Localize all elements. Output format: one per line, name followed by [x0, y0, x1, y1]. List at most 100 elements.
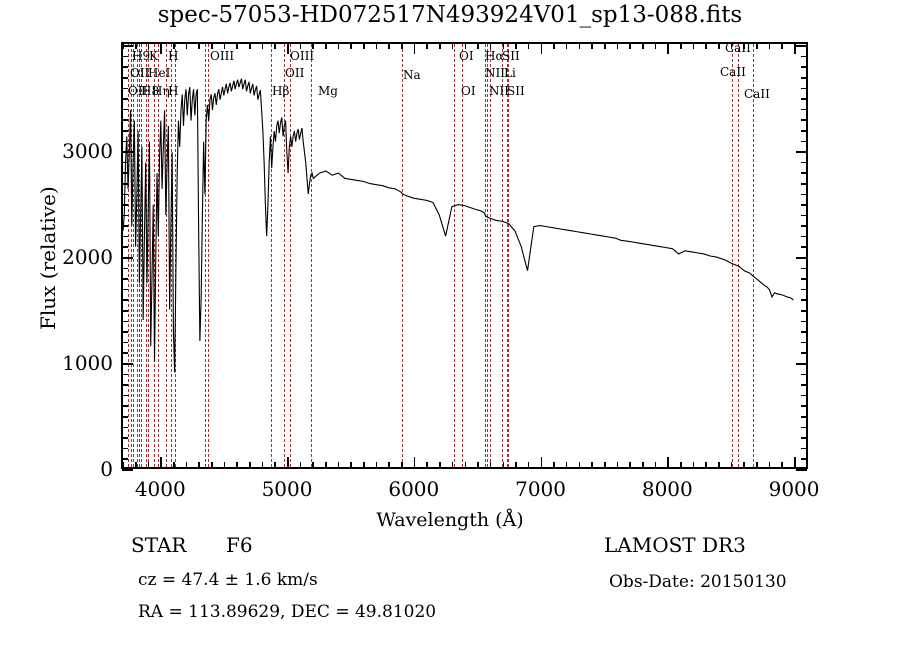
x-minor-tick: [299, 462, 302, 468]
y-major-tick: [122, 469, 133, 471]
x-minor-tick-top: [363, 43, 365, 49]
y-minor-tick-right: [801, 394, 807, 397]
spectral-line-label: OII: [285, 66, 305, 80]
x-minor-tick: [730, 462, 733, 468]
x-minor-tick-top: [629, 43, 631, 49]
x-minor-tick: [451, 462, 454, 468]
spectral-line-label: OIII: [210, 49, 235, 63]
x-minor-tick: [363, 462, 365, 468]
y-minor-tick: [122, 119, 128, 121]
y-minor-tick-right: [801, 341, 807, 344]
y-minor-tick-right: [801, 108, 807, 111]
spectral-line-label: Hα: [485, 49, 504, 63]
spectral-line-marker: [136, 44, 138, 467]
y-tick-label: 1000: [62, 351, 113, 376]
x-minor-tick: [198, 462, 200, 468]
y-minor-tick: [122, 214, 128, 217]
x-minor-tick: [325, 462, 327, 468]
x-minor-tick-top: [591, 43, 593, 49]
x-minor-tick-top: [565, 43, 568, 49]
y-tick-label: 3000: [62, 139, 113, 164]
x-tick-label: 5000: [261, 477, 313, 501]
x-minor-tick-top: [451, 43, 454, 49]
spectral-line-label: H8: [141, 84, 160, 98]
spectral-line-label: Hη: [152, 84, 170, 98]
y-minor-tick: [122, 341, 128, 344]
x-major-tick-top: [413, 43, 416, 54]
spectral-line-marker: [165, 44, 167, 467]
x-minor-tick: [641, 462, 644, 468]
x-minor-tick-top: [185, 43, 188, 49]
spectral-line-label: K: [149, 49, 158, 63]
spectral-line-marker: [732, 44, 734, 467]
y-major-tick: [122, 363, 133, 365]
spectral-line-label: CaII: [725, 44, 751, 55]
x-minor-tick: [781, 462, 783, 468]
spectral-line-label: SII: [502, 49, 520, 63]
y-minor-tick: [122, 384, 128, 386]
y-minor-tick: [122, 87, 128, 90]
x-minor-tick: [489, 462, 492, 468]
y-minor-tick-right: [801, 98, 807, 100]
spectral-line-marker: [289, 44, 291, 467]
spectral-line-label: NII: [485, 66, 505, 80]
y-minor-tick: [122, 437, 128, 439]
spectral-line-label: CaII: [720, 65, 746, 79]
y-minor-tick-right: [801, 193, 807, 196]
x-minor-tick: [502, 462, 505, 468]
x-minor-tick-top: [756, 43, 758, 49]
spectrum-curve: [123, 44, 806, 467]
x-minor-tick: [210, 462, 213, 468]
obs-date: Obs-Date: 20150130: [609, 572, 787, 592]
x-major-tick: [667, 457, 669, 468]
y-minor-tick-right: [801, 182, 807, 185]
y-minor-tick: [122, 288, 128, 291]
y-minor-tick-right: [801, 437, 807, 439]
x-minor-tick-top: [718, 43, 720, 49]
y-minor-tick-right: [801, 331, 807, 333]
spectral-line-marker: [127, 44, 129, 467]
spectral-line-label: NII: [489, 84, 509, 98]
x-major-tick-top: [667, 43, 669, 54]
coordinates: RA = 113.89629, DEC = 49.81020: [138, 602, 437, 622]
x-tick-label: 6000: [388, 477, 440, 501]
spectral-line-label: HeI: [148, 66, 171, 80]
x-minor-tick-top: [705, 43, 707, 49]
y-minor-tick: [122, 331, 128, 333]
y-minor-tick: [122, 129, 128, 132]
x-major-tick-top: [540, 43, 543, 54]
x-minor-tick: [629, 462, 631, 468]
x-minor-tick-top: [236, 43, 238, 49]
spectral-line-label: Hβ: [272, 84, 290, 98]
x-major-tick-top: [160, 43, 162, 54]
y-minor-tick-right: [801, 320, 807, 323]
y-minor-tick: [122, 447, 128, 450]
spectral-line-marker: [153, 44, 155, 467]
x-minor-tick-top: [439, 43, 441, 49]
x-minor-tick: [172, 462, 175, 468]
spectral-line-marker: [506, 44, 508, 467]
y-minor-tick-right: [801, 447, 807, 450]
y-major-tick-right: [796, 469, 807, 471]
spectral-line-marker: [158, 44, 160, 467]
x-minor-tick: [578, 462, 581, 468]
spectral-line-marker: [271, 44, 273, 467]
spectral-line-marker: [283, 44, 285, 467]
x-minor-tick-top: [515, 43, 517, 49]
x-minor-tick-top: [743, 43, 745, 49]
y-minor-tick-right: [801, 204, 807, 206]
x-minor-tick: [261, 462, 264, 468]
x-minor-tick: [515, 462, 517, 468]
x-minor-tick-top: [616, 43, 619, 49]
y-minor-tick-right: [801, 373, 807, 376]
x-minor-tick-top: [337, 43, 340, 49]
x-minor-tick-top: [261, 43, 264, 49]
x-minor-tick: [705, 462, 707, 468]
x-minor-tick: [337, 462, 340, 468]
spectral-line-label: Mg: [318, 84, 338, 98]
y-major-tick: [122, 45, 133, 47]
x-minor-tick-top: [299, 43, 302, 49]
y-minor-tick: [122, 172, 128, 174]
y-minor-tick: [122, 416, 128, 418]
